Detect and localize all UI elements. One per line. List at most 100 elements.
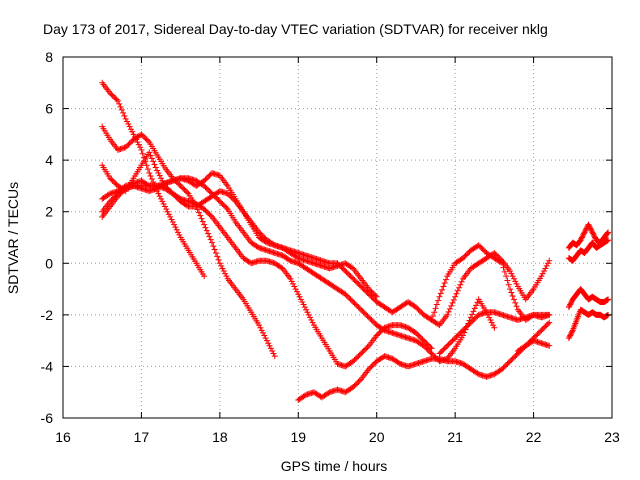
- data-point: [586, 224, 593, 231]
- data-point: [339, 265, 346, 272]
- data-point: [228, 194, 235, 201]
- data-point: [125, 121, 132, 128]
- data-point: [300, 301, 307, 308]
- data-point: [368, 317, 375, 324]
- data-point: [371, 296, 378, 303]
- data-point: [261, 332, 268, 339]
- data-point: [605, 229, 612, 236]
- data-point: [446, 305, 453, 312]
- data-point: [422, 338, 429, 345]
- data-point: [201, 182, 208, 189]
- data-point: [578, 234, 585, 241]
- data-point: [591, 233, 598, 240]
- data-point: [137, 144, 144, 151]
- data-point: [205, 186, 212, 193]
- data-point: [199, 218, 206, 225]
- data-point: [350, 358, 357, 365]
- data-point: [450, 336, 457, 343]
- data-point: [139, 132, 146, 139]
- data-point: [172, 224, 179, 231]
- data-point: [437, 349, 444, 356]
- data-point: [449, 337, 456, 344]
- data-point: [271, 353, 278, 360]
- data-point: [125, 141, 132, 148]
- data-point: [216, 260, 223, 267]
- data-point: [126, 123, 133, 130]
- data-point: [488, 319, 495, 326]
- data-point: [364, 344, 371, 351]
- data-point: [270, 241, 277, 248]
- series-trace-13: [565, 286, 612, 311]
- data-point: [505, 359, 512, 366]
- data-point: [504, 360, 511, 367]
- grid: [63, 57, 612, 418]
- data-point: [356, 282, 363, 289]
- data-point: [127, 126, 134, 133]
- data-point: [453, 333, 460, 340]
- data-point: [124, 142, 131, 149]
- data-point: [371, 291, 378, 298]
- data-point: [577, 237, 584, 244]
- data-point: [566, 302, 573, 309]
- data-point: [139, 150, 146, 157]
- y-tick-label: 8: [45, 49, 53, 65]
- data-point: [307, 314, 314, 321]
- data-point: [380, 326, 387, 333]
- data-point: [360, 347, 367, 354]
- data-point: [116, 100, 123, 107]
- data-point: [510, 275, 517, 282]
- data-point: [348, 264, 355, 271]
- data-point: [202, 207, 209, 214]
- data-point: [458, 328, 465, 335]
- data-point: [352, 301, 359, 308]
- data-point: [143, 162, 150, 169]
- data-point: [542, 265, 549, 272]
- data-point: [148, 176, 155, 183]
- data-point: [546, 257, 553, 264]
- data-point: [180, 185, 187, 192]
- data-point: [144, 166, 151, 173]
- data-point: [474, 370, 481, 377]
- data-point: [363, 311, 370, 318]
- data-point: [478, 244, 485, 251]
- data-point: [431, 309, 438, 316]
- data-point: [441, 280, 448, 287]
- data-point: [351, 382, 358, 389]
- data-point: [215, 197, 222, 204]
- data-point: [352, 381, 359, 388]
- x-tick-label: 17: [134, 429, 150, 445]
- data-point: [416, 333, 423, 340]
- data-point: [214, 253, 221, 260]
- data-point: [508, 356, 515, 363]
- data-point: [467, 314, 474, 321]
- data-point: [358, 283, 365, 290]
- data-point: [354, 279, 361, 286]
- data-point: [368, 288, 375, 295]
- data-point: [459, 332, 466, 339]
- data-point: [203, 185, 210, 192]
- data-point: [508, 289, 515, 296]
- x-tick-label: 23: [604, 429, 620, 445]
- data-point: [218, 199, 225, 206]
- data-point: [107, 198, 114, 205]
- data-point: [134, 139, 141, 146]
- data-point: [361, 346, 368, 353]
- data-point: [365, 366, 372, 373]
- data-point: [165, 211, 172, 218]
- data-point: [507, 358, 514, 365]
- data-point: [291, 283, 298, 290]
- data-point: [229, 195, 236, 202]
- data-point: [456, 331, 463, 338]
- data-point: [108, 176, 115, 183]
- data-point: [171, 221, 178, 228]
- data-point: [568, 329, 575, 336]
- y-tick-label: -4: [41, 358, 54, 374]
- data-point: [428, 345, 435, 352]
- data-point: [486, 314, 493, 321]
- data-point: [351, 300, 358, 307]
- data-point: [567, 301, 574, 308]
- data-point: [369, 362, 376, 369]
- data-point: [358, 306, 365, 313]
- data-point: [542, 323, 549, 330]
- data-point: [372, 292, 379, 299]
